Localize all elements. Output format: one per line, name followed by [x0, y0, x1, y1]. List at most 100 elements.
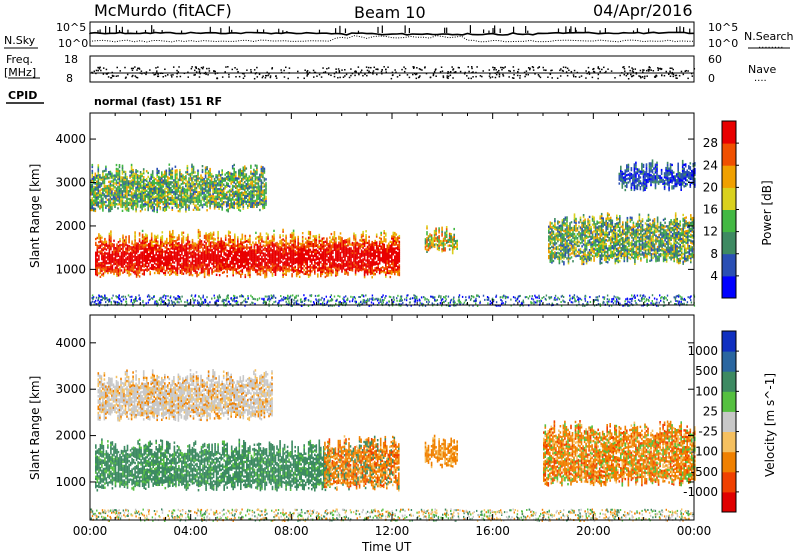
echo-cell	[227, 252, 230, 255]
echo-cell	[312, 258, 315, 261]
freq-dot	[136, 69, 138, 71]
freq-dot	[126, 73, 129, 76]
echo-cell	[359, 268, 361, 271]
echo-cell	[176, 244, 179, 247]
echo-cell	[348, 255, 351, 258]
echo-cell	[188, 183, 190, 186]
echo-cell	[375, 245, 378, 248]
echo-cell	[306, 263, 308, 266]
echo-cell	[347, 242, 349, 245]
echo-cell	[111, 188, 113, 191]
echo-cell	[105, 169, 107, 172]
echo-cell	[124, 176, 127, 179]
echo-cell	[151, 191, 154, 194]
echo-cell	[164, 188, 166, 191]
echo-cell	[132, 255, 135, 258]
echo-cell	[123, 186, 125, 189]
freq-dot	[324, 71, 327, 73]
echo-cell	[306, 243, 308, 246]
echo-cell	[112, 182, 115, 185]
echo-cell	[188, 264, 191, 267]
freq-dot	[141, 72, 143, 75]
echo-cell	[160, 265, 162, 269]
echo-cell	[111, 194, 113, 197]
freq-dot	[559, 75, 562, 77]
echo-cell	[221, 260, 224, 263]
echo-cell	[135, 250, 138, 253]
echo-cell	[136, 187, 139, 191]
echo-cell	[230, 256, 233, 259]
echo-cell	[113, 263, 115, 266]
echo-cell	[170, 233, 173, 236]
echo-cell	[169, 250, 171, 253]
echo-cell	[132, 196, 134, 199]
echo-cell	[383, 237, 385, 241]
echo-cell	[206, 245, 209, 249]
echo-cell	[208, 262, 210, 265]
echo-cell	[120, 243, 123, 247]
echo-cell	[171, 208, 174, 211]
echo-cell	[95, 243, 97, 246]
echo-cell	[142, 176, 145, 179]
echo-cell	[169, 244, 171, 247]
freq-dot	[202, 67, 204, 70]
echo-cell	[130, 175, 133, 178]
echo-cell	[297, 243, 299, 246]
echo-cell	[158, 201, 160, 204]
echo-cell	[187, 268, 189, 272]
echo-cell	[171, 169, 174, 172]
echo-cell	[135, 261, 138, 265]
echo-cell	[150, 244, 153, 247]
echo-cell	[176, 246, 179, 249]
echo-cell	[202, 247, 204, 250]
echo-cell	[375, 255, 378, 258]
echo-cell	[344, 262, 346, 266]
echo-cell	[226, 267, 228, 270]
echo-cell	[336, 257, 339, 261]
echo-cell	[185, 206, 187, 209]
echo-cell	[362, 264, 364, 267]
echo-cell	[164, 205, 166, 209]
echo-cell	[156, 203, 158, 206]
echo-cell	[129, 257, 132, 260]
echo-cell	[365, 271, 367, 274]
echo-cell	[314, 245, 316, 248]
echo-cell	[99, 264, 102, 267]
echo-cell	[238, 245, 241, 248]
echo-cell	[246, 267, 248, 270]
echo-cell	[395, 247, 398, 250]
echo-cell	[297, 247, 299, 250]
freq-dot	[306, 71, 308, 73]
echo-cell	[146, 248, 148, 251]
echo-cell	[187, 263, 189, 266]
echo-cell	[294, 246, 296, 249]
echo-cell	[385, 234, 387, 237]
echo-cell	[190, 251, 192, 254]
freq-dot	[313, 76, 315, 78]
echo-cell	[111, 264, 114, 267]
echo-cell	[234, 251, 236, 254]
echo-cell	[220, 266, 222, 270]
echo-cell	[211, 237, 213, 240]
echo-cell	[97, 168, 100, 171]
echo-cell	[109, 188, 112, 191]
echo-cell	[173, 200, 175, 203]
echo-cell	[209, 243, 212, 246]
echo-cell	[96, 202, 98, 205]
echo-cell	[392, 261, 395, 264]
echo-cell	[117, 260, 120, 263]
echo-cell	[336, 267, 339, 270]
echo-cell	[161, 171, 163, 174]
echo-cell	[320, 253, 322, 256]
echo-cell	[217, 242, 219, 245]
echo-cell	[327, 246, 330, 250]
echo-cell	[247, 271, 250, 275]
echo-cell	[268, 255, 271, 258]
echo-cell	[214, 251, 216, 255]
echo-cell	[173, 198, 175, 201]
freq-dot	[271, 67, 273, 70]
echo-cell	[311, 258, 313, 261]
echo-cell	[198, 190, 201, 194]
echo-cell	[192, 200, 195, 204]
echo-cell	[360, 249, 363, 252]
